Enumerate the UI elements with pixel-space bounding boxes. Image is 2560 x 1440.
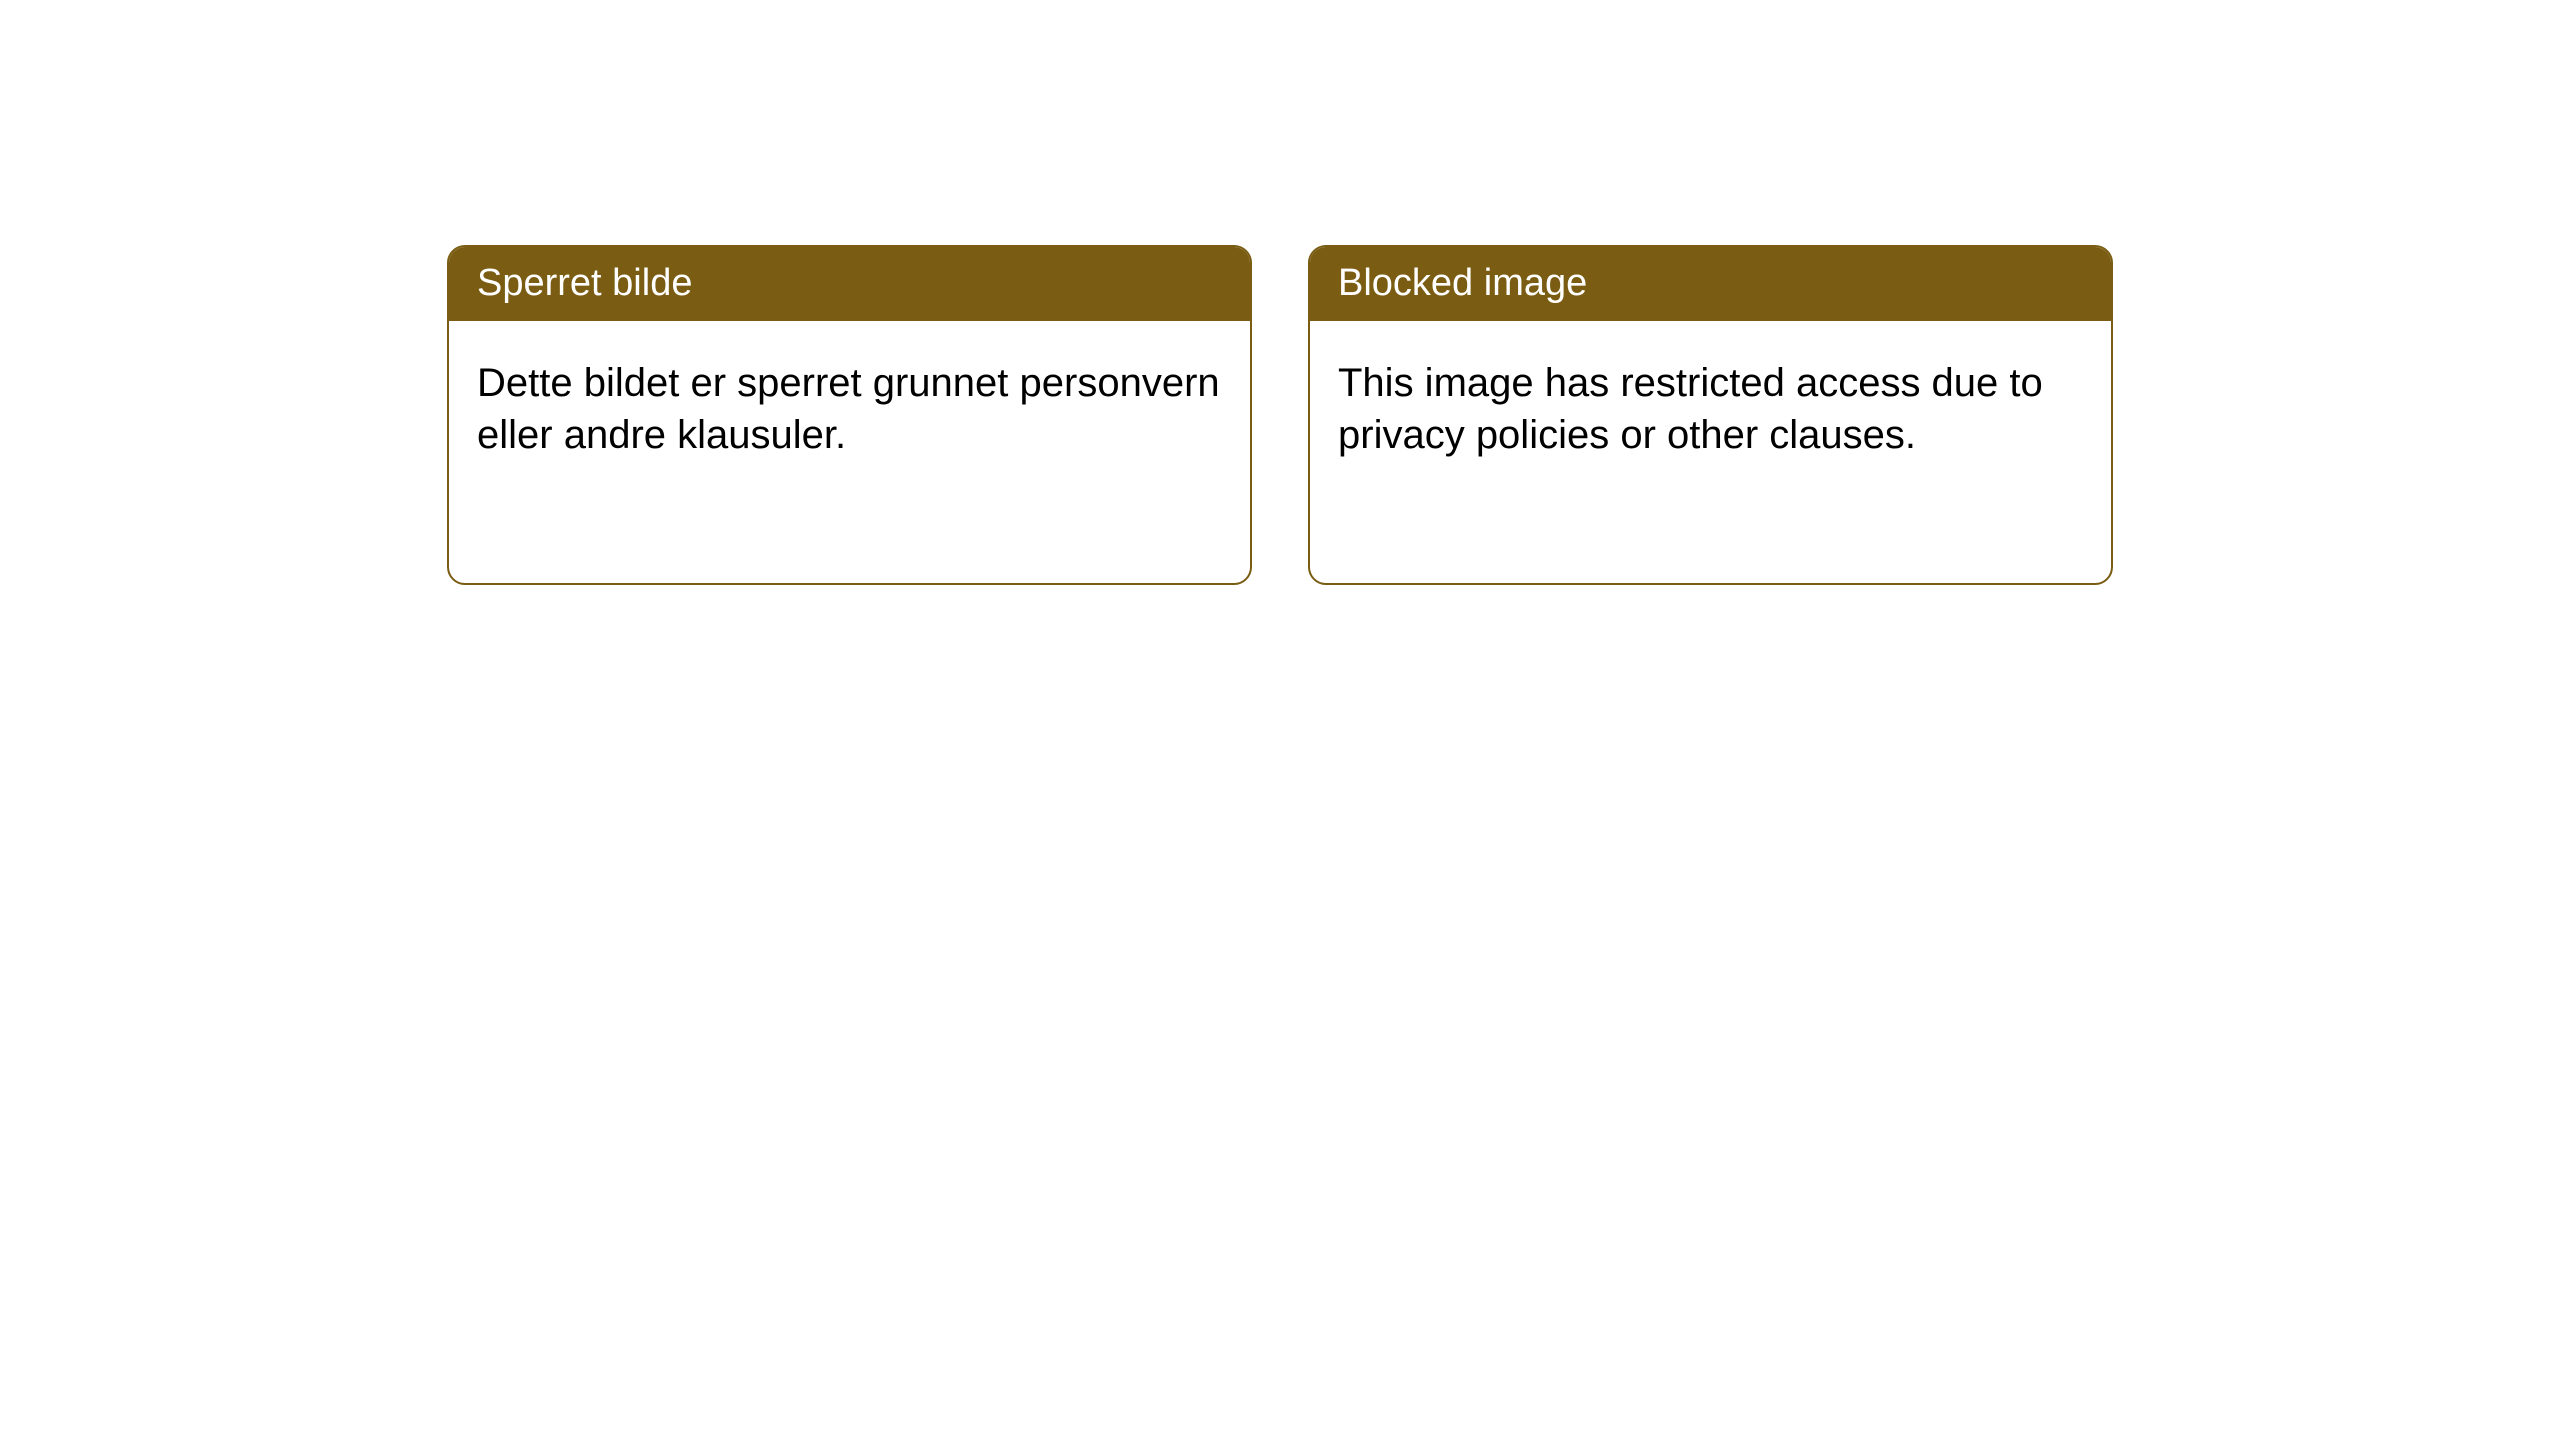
notice-card-english: Blocked image This image has restricted … [1308,245,2113,585]
notice-card-norwegian: Sperret bilde Dette bildet er sperret gr… [447,245,1252,585]
notice-header-text: Sperret bilde [477,262,692,304]
notice-body-text: Dette bildet er sperret grunnet personve… [477,361,1220,458]
notice-header-text: Blocked image [1338,262,1587,304]
notice-container: Sperret bilde Dette bildet er sperret gr… [447,245,2113,585]
notice-body: This image has restricted access due to … [1310,321,2111,499]
notice-header: Sperret bilde [449,247,1250,321]
notice-body: Dette bildet er sperret grunnet personve… [449,321,1250,499]
notice-body-text: This image has restricted access due to … [1338,361,2043,458]
notice-header: Blocked image [1310,247,2111,321]
